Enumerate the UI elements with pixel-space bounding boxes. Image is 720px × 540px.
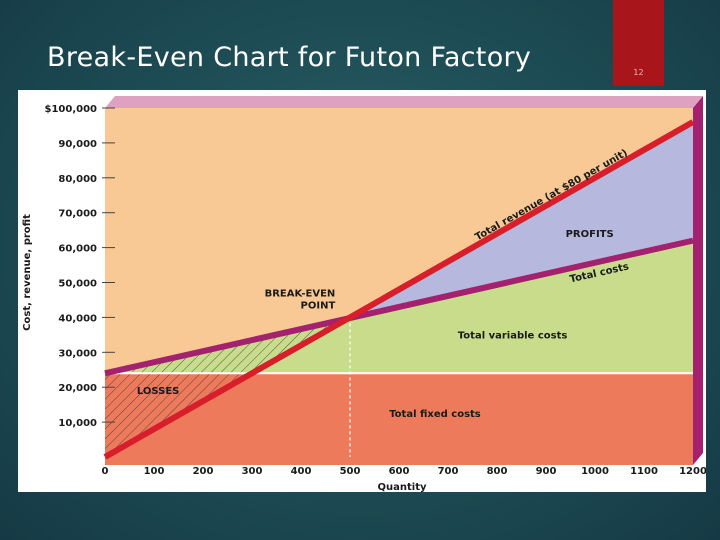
x-axis-label: Quantity <box>378 482 427 492</box>
y-tick-label: 70,000 <box>58 209 97 220</box>
slide-number: 12 <box>633 68 644 77</box>
chart-top-band <box>105 96 703 108</box>
fixed-costs-label: Total fixed costs <box>389 409 481 420</box>
profits-label: PROFITS <box>566 229 614 240</box>
y-tick-label: 20,000 <box>58 383 97 394</box>
x-tick-label: 1200 <box>679 466 706 477</box>
x-tick-label: 800 <box>487 466 508 477</box>
total-revenue-line <box>103 119 695 460</box>
break-even-label-line1: BREAK-EVEN <box>265 288 336 299</box>
break-even-label-line2: POINT <box>301 301 336 312</box>
losses-label: LOSSES <box>137 386 180 397</box>
y-tick-label: 10,000 <box>58 418 97 429</box>
y-axis-label: Cost, revenue, profit <box>22 214 33 331</box>
y-tick-label: 40,000 <box>58 313 97 324</box>
slide-title: Break-Even Chart for Futon Factory <box>47 42 532 73</box>
y-tick-label: 80,000 <box>58 174 97 185</box>
y-tick-label: 50,000 <box>58 279 97 290</box>
x-tick-label: 600 <box>389 466 410 477</box>
x-tick-label: 1100 <box>630 466 658 477</box>
chart-side-band <box>693 96 703 465</box>
x-tick-label: 100 <box>144 466 165 477</box>
y-tick-label: 60,000 <box>58 244 97 255</box>
total-costs-line <box>104 237 694 377</box>
x-tick-label: 500 <box>340 466 361 477</box>
x-tick-label: 0 <box>102 466 109 477</box>
accent-tab <box>613 0 664 86</box>
x-tick-label: 300 <box>242 466 263 477</box>
chart-panel: 10,000 20,000 30,000 40,000 50,000 60,000 70,0… <box>18 90 706 492</box>
x-tick-label: 900 <box>536 466 557 477</box>
y-tick-label: 30,000 <box>58 348 97 359</box>
x-tick-label: 1000 <box>581 466 609 477</box>
x-tick-label: 200 <box>193 466 214 477</box>
x-tick-label: 700 <box>438 466 459 477</box>
x-tick-label: 400 <box>291 466 312 477</box>
variable-costs-label: Total variable costs <box>458 330 568 341</box>
break-even-chart: 10,000 20,000 30,000 40,000 50,000 60,000 70,0… <box>22 96 706 492</box>
y-tick-label: 90,000 <box>58 139 97 150</box>
y-tick-label: $100,000 <box>44 104 97 115</box>
